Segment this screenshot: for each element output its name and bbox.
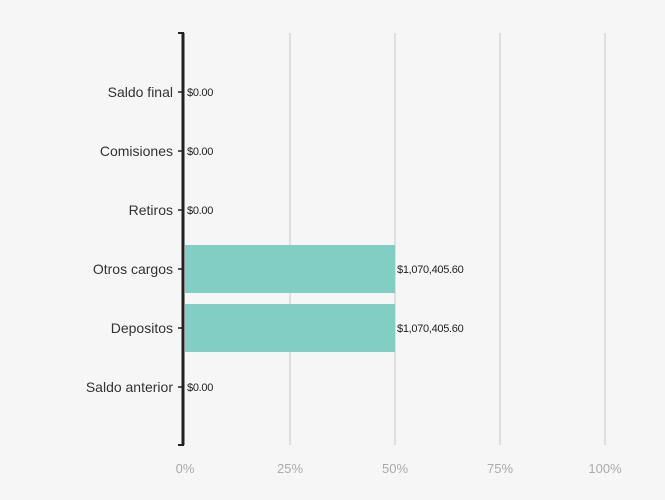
category-labels: Saldo final Comisiones Retiros Otros cargos…	[86, 84, 174, 395]
value-label: $0.00	[187, 146, 213, 158]
category-label: Depositos	[111, 320, 173, 336]
category-label: Otros cargos	[93, 261, 173, 277]
category-label: Saldo final	[108, 84, 173, 100]
value-label: $0.00	[187, 205, 213, 217]
y-axis-ticks	[178, 32, 184, 446]
x-tick-labels: 0% 25% 50% 75% 100%	[176, 461, 622, 476]
x-tick-label: 0%	[176, 461, 195, 476]
value-labels: $0.00 $0.00 $0.00 $1,070,405.60 $1,070,405.6…	[187, 87, 464, 394]
grid-lines	[289, 33, 606, 445]
value-label: $0.00	[187, 382, 213, 394]
category-label: Comisiones	[100, 143, 173, 159]
value-label: $0.00	[187, 87, 213, 99]
x-tick-label: 100%	[588, 461, 622, 476]
bar	[185, 245, 395, 293]
bar	[185, 304, 395, 352]
bars	[185, 245, 395, 352]
x-tick-label: 75%	[487, 461, 513, 476]
x-tick-label: 25%	[277, 461, 303, 476]
value-label: $1,070,405.60	[397, 323, 464, 335]
x-tick-label: 50%	[382, 461, 408, 476]
category-label: Retiros	[129, 202, 173, 218]
category-label: Saldo anterior	[86, 379, 174, 395]
value-label: $1,070,405.60	[397, 264, 464, 276]
